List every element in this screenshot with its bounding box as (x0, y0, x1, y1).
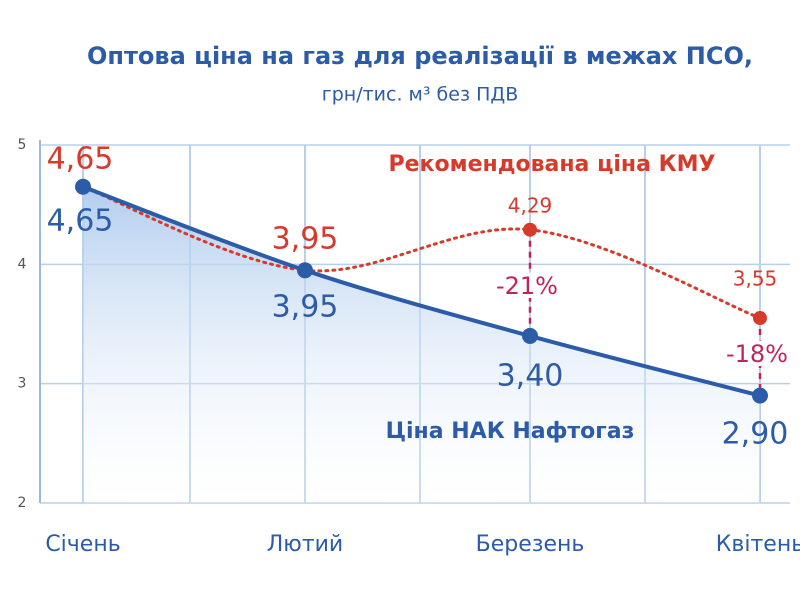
area (83, 186, 760, 503)
x-tick-label: Лютий (267, 532, 343, 557)
point (523, 222, 537, 237)
series-label: Рекомендована ціна КМУ (389, 152, 716, 177)
point (753, 311, 767, 326)
chart-subtitle: грн/тис. м³ без ПДВ (322, 84, 519, 106)
data-label: 2,90 (722, 417, 789, 452)
point (522, 327, 538, 344)
data-label: 3,40 (497, 359, 564, 394)
data-label: 3,95 (272, 290, 339, 325)
x-tick-label: Березень (476, 532, 585, 557)
data-label: 4,29 (508, 194, 553, 218)
y-tick-label: 2 (18, 495, 27, 511)
line (81, 185, 762, 320)
annotation: -18% (726, 340, 788, 368)
point (752, 387, 768, 404)
point (75, 178, 91, 195)
series-label: Ціна НАК Нафтогаз (386, 419, 635, 444)
y-tick-label: 3 (18, 376, 27, 392)
data-label: 4,65 (47, 142, 114, 177)
data-label: 3,95 (272, 222, 339, 257)
point (297, 262, 313, 279)
x-tick-label: Січень (45, 532, 120, 557)
data-label: 3,55 (733, 267, 778, 291)
chart-title: Оптова ціна на газ для реалізації в межа… (87, 42, 753, 70)
data-label: 4,65 (47, 204, 114, 239)
line (82, 184, 761, 398)
annotation: -21% (496, 272, 558, 300)
y-tick-label: 5 (18, 137, 27, 153)
y-tick-label: 4 (18, 256, 27, 272)
x-tick-label: Квітень (716, 532, 800, 557)
